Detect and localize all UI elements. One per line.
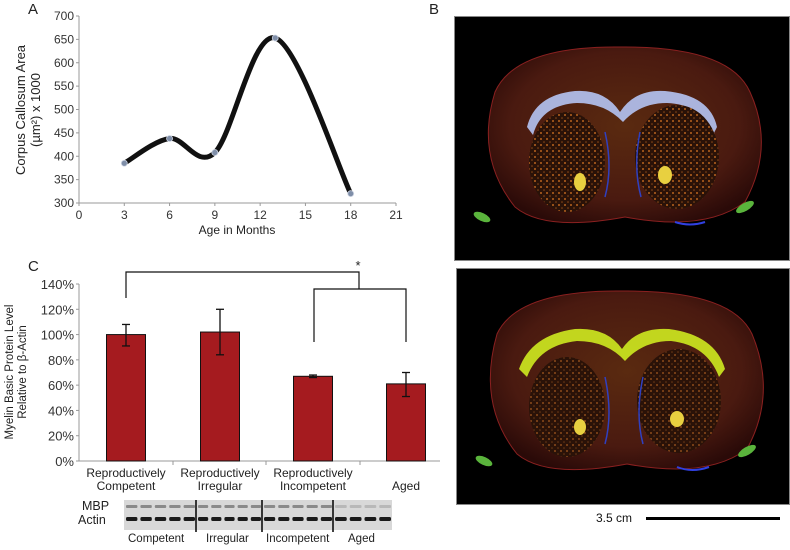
blot-group-aged: Aged [348,533,375,545]
brain-image-top [454,16,790,261]
chart-c-ylabel-line2: Relative to β-Actin [17,325,29,419]
western-blot: MBP Actin Competent Irregular Incompeten… [78,497,398,550]
svg-text:120%: 120% [41,302,75,317]
svg-text:Competent: Competent [97,479,156,493]
svg-text:400: 400 [54,149,74,163]
brain-section-illustration-top [473,46,762,226]
svg-text:Reproductively: Reproductively [86,466,165,480]
svg-text:140%: 140% [41,277,75,292]
brain-section-illustration-bottom [475,290,764,471]
scale-bar-label: 3.5 cm [596,511,633,525]
panel-label-a: A [28,1,39,18]
svg-text:3: 3 [121,208,128,222]
svg-text:650: 650 [54,32,74,46]
svg-text:300: 300 [54,196,74,210]
svg-text:6: 6 [166,208,173,222]
bar-chart-myelin-basic-protein: 0% 20% 40% 60% 80% 100% 120% 140% * Myelin Basi… [4,258,440,493]
svg-text:450: 450 [54,126,74,140]
chart-c-category-labels: ReproductivelyCompetentReproductivelyIrr… [86,466,420,493]
svg-text:60%: 60% [48,378,74,393]
chart-c-axes: 0% 20% 40% 60% 80% 100% 120% 140% [41,277,440,469]
chart-c-ylabel-line1: Myelin Basic Protein Level [4,305,16,440]
svg-text:40%: 40% [48,403,74,418]
chart-a-xlabel: Age in Months [199,223,276,237]
chart-a-ylabel-line2: (µm²) x 1000 [28,73,43,147]
svg-text:Reproductively: Reproductively [273,466,352,480]
svg-text:550: 550 [54,79,74,93]
panel-label-b: B [429,1,440,18]
svg-text:21: 21 [389,208,403,222]
svg-text:Incompetent: Incompetent [280,479,347,493]
brain-image-bottom [456,268,790,505]
chart-c-bars [106,308,426,462]
svg-text:0: 0 [76,208,83,222]
chart-a-axes: 300 350 400 450 500 550 600 650 700 0 3 6 9 12 15 18 21 [54,9,403,222]
svg-text:600: 600 [54,56,74,70]
chart-a-ylabel-line1: Corpus Callosum Area [13,44,28,175]
scale-bar [646,517,780,520]
significance-asterisk: * [355,258,360,273]
svg-text:15: 15 [299,208,313,222]
svg-text:0%: 0% [55,454,74,469]
svg-text:700: 700 [54,9,74,23]
svg-text:Reproductively: Reproductively [180,466,259,480]
chart-a-series [120,34,355,198]
blot-label-actin: Actin [78,513,106,527]
svg-text:12: 12 [253,208,267,222]
significance-brackets [125,271,407,342]
svg-text:80%: 80% [48,353,74,368]
svg-text:9: 9 [212,208,219,222]
svg-text:100%: 100% [41,328,75,343]
panel-label-c: C [28,258,39,275]
svg-text:18: 18 [344,208,358,222]
svg-text:Aged: Aged [392,479,420,493]
svg-text:500: 500 [54,103,74,117]
blot-strip [124,500,392,532]
blot-group-irregular: Irregular [206,533,249,545]
svg-text:20%: 20% [48,429,74,444]
svg-text:Irregular: Irregular [198,479,243,493]
blot-group-competent: Competent [128,533,185,545]
blot-label-mbp: MBP [82,499,110,513]
svg-text:350: 350 [54,173,74,187]
blot-group-incompetent: Incompetent [266,533,330,545]
